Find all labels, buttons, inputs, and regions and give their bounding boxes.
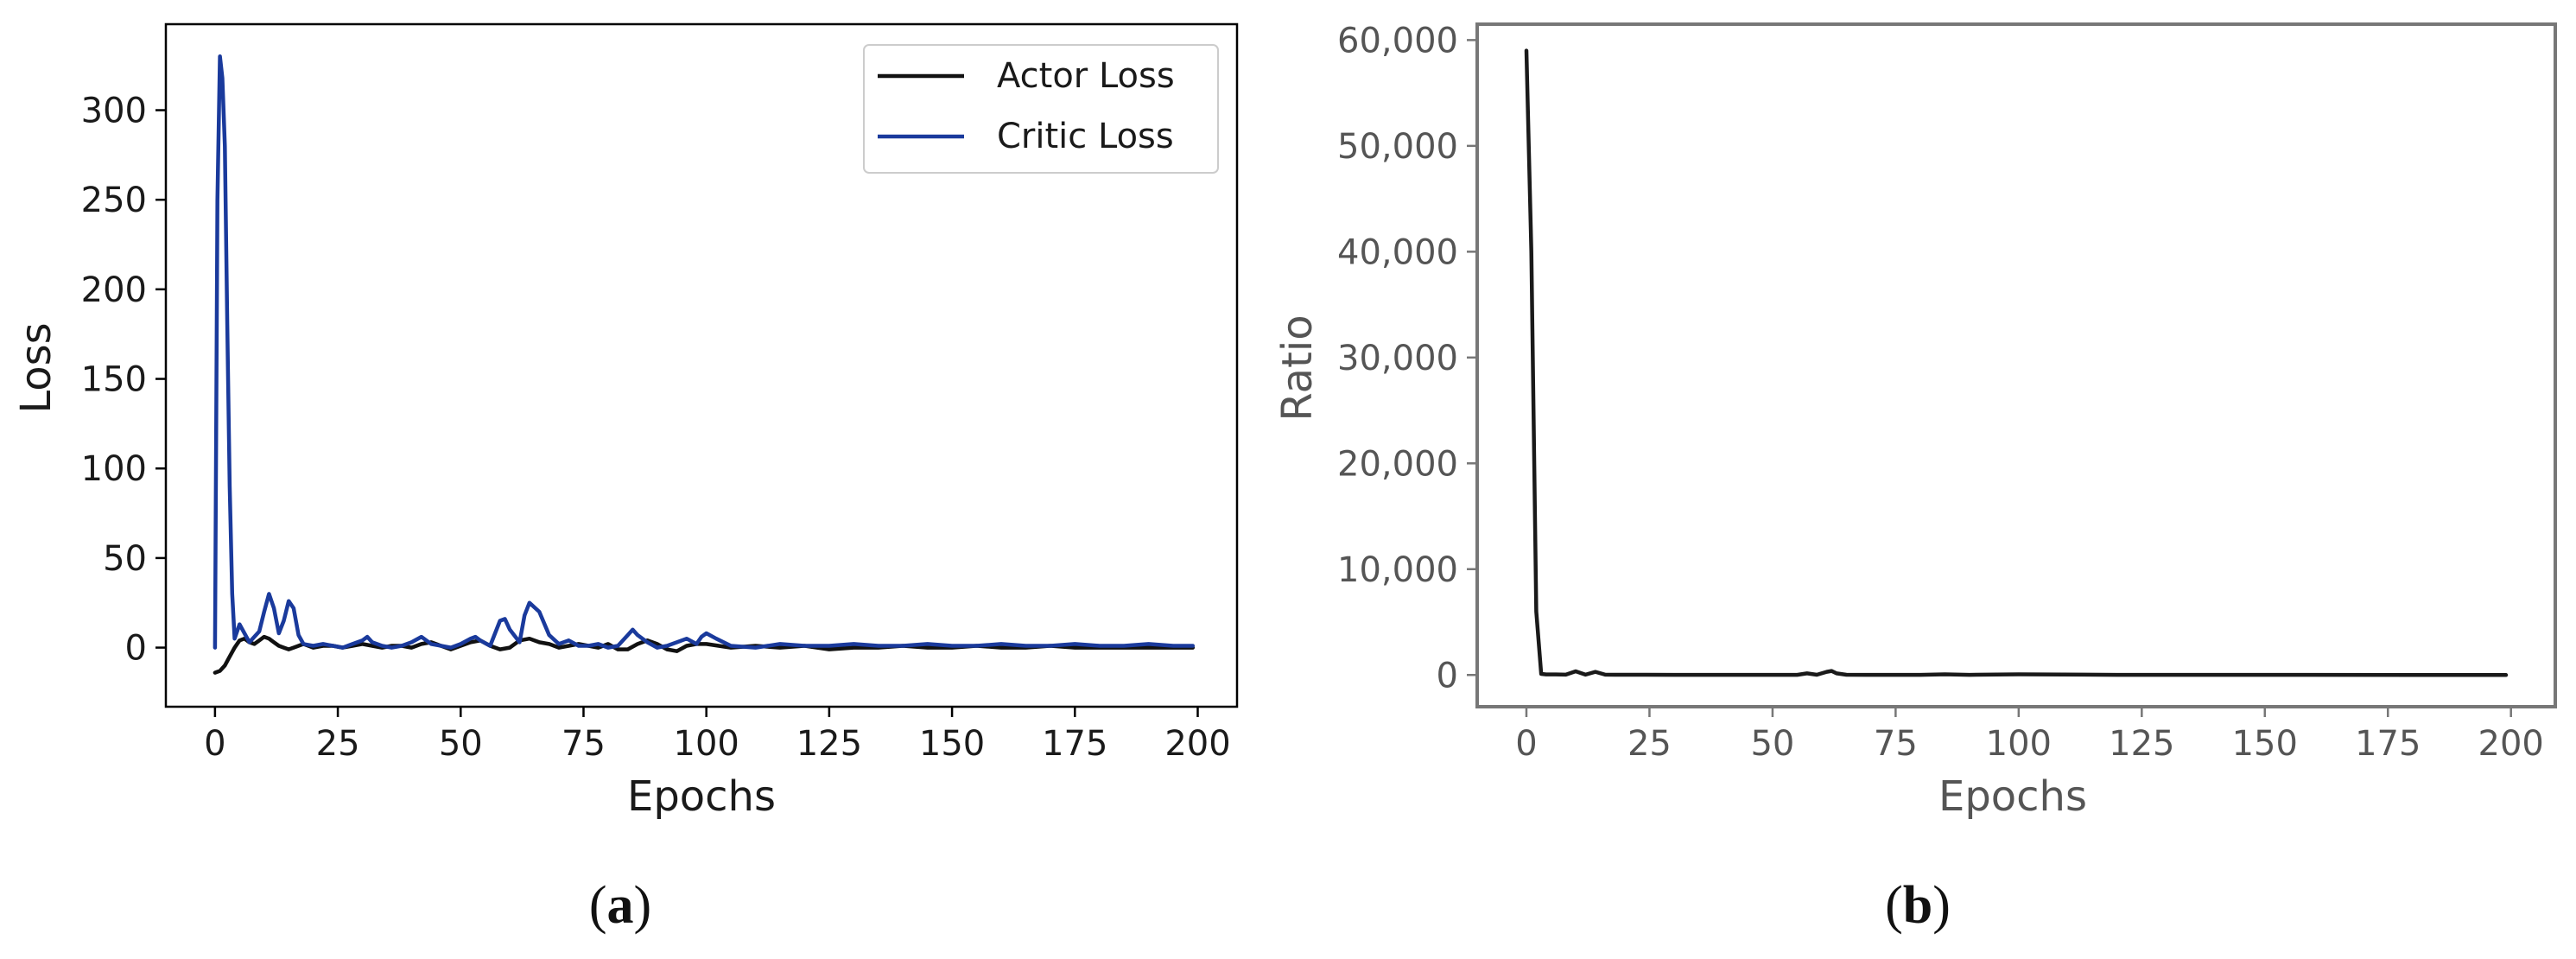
x-tick-label: 150 [2232, 724, 2298, 764]
chart-a-legend: Actor Loss Critic Loss [863, 44, 1219, 174]
x-tick-label: 200 [1164, 724, 1230, 764]
x-tick-label: 175 [1042, 724, 1107, 764]
chart-b-lines [1524, 48, 2509, 677]
y-tick-label: 10,000 [1337, 550, 1458, 590]
chart-b-frame [1475, 22, 2557, 708]
y-tick-label: 300 [81, 92, 147, 131]
x-tick-label: 125 [2109, 724, 2174, 764]
chart-a-ticks: 0 25 50 75 100 125 150 175 200 0 50 100 150 200 250 300 [81, 92, 1231, 764]
chart-a-ylabel: Loss [12, 322, 60, 413]
x-tick-label: 100 [1986, 724, 2052, 764]
x-tick-label: 200 [2478, 724, 2544, 764]
x-tick-label: 50 [439, 724, 483, 764]
chart-b-ticks: 0 25 50 75 100 125 150 175 200 0 10,000 20,000 30,00… [1337, 21, 2544, 764]
x-tick-label: 50 [1750, 724, 1794, 764]
x-tick-label: 175 [2355, 724, 2421, 764]
chart-a: 0 25 50 75 100 125 150 175 200 0 50 100 150 200 250 300… [12, 22, 1239, 935]
y-tick-label: 40,000 [1337, 232, 1458, 272]
chart-b-xlabel: Epochs [1938, 772, 2087, 821]
series-line-0 [213, 634, 1196, 675]
y-tick-label: 0 [125, 629, 147, 669]
legend-label-actor: Actor Loss [997, 56, 1175, 96]
legend-label-critic: Critic Loss [997, 117, 1174, 156]
y-tick-label: 50 [103, 539, 147, 579]
y-tick-label: 20,000 [1337, 444, 1458, 484]
chart-a-xlabel: Epochs [627, 772, 776, 821]
chart-a-lines [213, 54, 1196, 675]
series-line-1 [213, 54, 1196, 650]
y-tick-label: 60,000 [1337, 21, 1458, 60]
x-tick-label: 0 [1515, 724, 1537, 764]
x-tick-label: 0 [204, 724, 225, 764]
y-tick-label: 30,000 [1337, 339, 1458, 378]
x-tick-label: 125 [796, 724, 862, 764]
x-tick-label: 75 [562, 724, 606, 764]
x-tick-label: 100 [674, 724, 739, 764]
series-line-0 [1524, 48, 2509, 677]
panel-label-b: (b) [1885, 876, 1951, 935]
x-tick-label: 150 [919, 724, 985, 764]
panel-label-a: (a) [589, 876, 651, 935]
chart-a-frame [164, 22, 1239, 708]
y-tick-label: 200 [81, 270, 147, 310]
chart-b: 0 25 50 75 100 125 150 175 200 0 10,000 20,000 30,00… [1273, 21, 2557, 935]
y-tick-label: 50,000 [1337, 127, 1458, 167]
x-tick-label: 75 [1874, 724, 1918, 764]
y-tick-label: 150 [81, 360, 147, 400]
y-tick-label: 0 [1437, 656, 1458, 695]
x-tick-label: 25 [1627, 724, 1672, 764]
chart-b-ylabel: Ratio [1273, 314, 1322, 421]
x-tick-label: 25 [316, 724, 360, 764]
y-tick-label: 250 [81, 181, 147, 220]
y-tick-label: 100 [81, 449, 147, 489]
